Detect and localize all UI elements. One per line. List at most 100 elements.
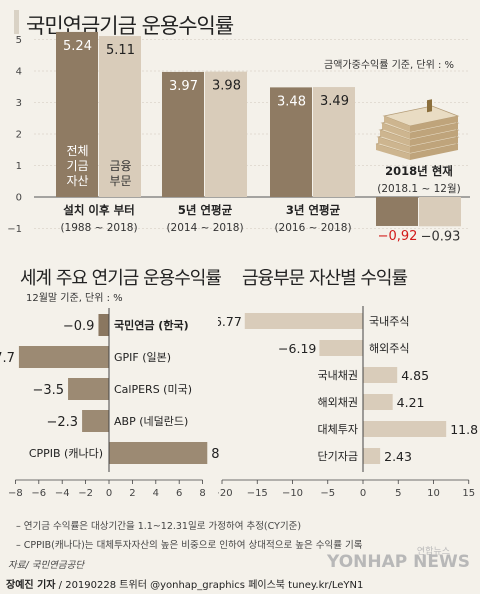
- x-tick-label: 5: [395, 488, 401, 499]
- x-tick-label: −20: [218, 488, 233, 499]
- yonhap-logo: YONHAP NEWS: [327, 552, 470, 572]
- money-bundle-side: [376, 144, 410, 160]
- x-tick-label: 6: [176, 488, 182, 499]
- pension-bar: [98, 314, 109, 336]
- x-tick-label: −5: [320, 488, 335, 499]
- in-bar-label: 자산: [66, 174, 88, 188]
- asset-bar: [319, 340, 363, 356]
- money-bundle-side: [384, 116, 410, 132]
- logo-small: 연합뉴스: [416, 547, 450, 557]
- bar-fund-total: [270, 87, 312, 197]
- data-label: 3.97: [169, 79, 198, 94]
- source-note: 자료/ 국민연금공단: [8, 560, 85, 571]
- bar-financial: [419, 197, 461, 227]
- y-tick-label: 4: [16, 67, 22, 78]
- money-bundle-side: [380, 130, 410, 146]
- asset-value-label: 4.85: [401, 368, 429, 383]
- pension-funds-title: 세계 주요 연기금 운용수익률: [20, 268, 222, 289]
- x-tick-label: −8: [8, 488, 23, 499]
- bar-fund-total: [162, 71, 204, 197]
- x-tick-label: −15: [247, 488, 268, 499]
- money-stack-icon: [375, 99, 460, 160]
- pension-bar: [82, 410, 109, 432]
- pension-fund-label: GPIF (일본): [114, 350, 171, 364]
- bar-financial: [205, 71, 247, 197]
- y-tick-label: −1: [7, 224, 22, 235]
- asset-value-label: 11.80: [450, 422, 478, 437]
- money-band: [427, 99, 432, 113]
- title-accent-bar: [14, 10, 19, 34]
- asset-category-label: 국내채권: [318, 369, 358, 382]
- y-tick-label: 2: [16, 130, 22, 141]
- footnotes: – 연기금 수익률은 대상기간을 1.1~12.31일로 가정하여 추정(CY기…: [16, 517, 362, 555]
- asset-category-label: 대체투자: [318, 423, 358, 436]
- group-period: (2018.1 ~ 12월): [377, 183, 460, 195]
- footnote-1: – 연기금 수익률은 대상기간을 1.1~12.31일로 가정하여 추정(CY기…: [16, 521, 302, 532]
- asset-value-label: −16.77: [218, 314, 242, 329]
- data-label: −0.93: [421, 229, 461, 244]
- asset-bar: [244, 313, 363, 329]
- y-tick-label: 0: [16, 193, 22, 204]
- pension-value-label: −3.5: [32, 383, 64, 398]
- asset-value-label: 4.21: [397, 395, 425, 410]
- money-bundle-side: [378, 137, 410, 153]
- y-tick-label: 3: [16, 98, 22, 109]
- pension-fund-label: CalPERS (미국): [114, 383, 192, 396]
- group-label: 설치 이후 부터: [63, 203, 135, 217]
- credit-line: 장예진 기자 / 20190228 트위터 @yonhap_graphics 페…: [6, 576, 363, 591]
- x-tick-label: 2: [129, 488, 135, 499]
- asset-value-label: −6.19: [278, 341, 316, 356]
- data-label: 3.49: [320, 94, 349, 109]
- money-bundle-front: [410, 130, 458, 146]
- x-tick-label: 8: [199, 488, 205, 499]
- bar-financial: [99, 36, 141, 197]
- group-label: 2018년 현재: [385, 164, 453, 178]
- x-tick-label: 15: [462, 488, 475, 499]
- x-tick-label: 0: [106, 488, 112, 499]
- pension-bar: [109, 442, 208, 464]
- pension-funds-chart: −0.9 국민연금 (한국) −7.7 GPIF (일본) −3.5 CalPERS (미…: [0, 308, 220, 499]
- asset-returns-title: 금융부문 자산별 수익률: [242, 268, 408, 289]
- bar-fund-total: [376, 197, 418, 226]
- asset-bar: [363, 421, 447, 437]
- money-bundle-side: [382, 123, 410, 139]
- asset-category-label: 국내주식: [369, 315, 409, 328]
- pension-value-label: −0.9: [63, 319, 95, 334]
- credit-rest: / 20190228 트위터 @yonhap_graphics 페이스북 tun…: [55, 580, 364, 591]
- data-label: 3.98: [212, 79, 241, 94]
- asset-bar: [363, 367, 398, 383]
- group-period: (2014 ~ 2018): [166, 222, 243, 234]
- unit-note: 금액가중수익률 기준, 단위 : %: [324, 60, 454, 71]
- pension-funds-note: 12월말 기준, 단위 : %: [26, 293, 123, 304]
- pension-value-label: −2.3: [47, 415, 79, 430]
- money-bundle-front: [410, 116, 458, 132]
- asset-category-label: 해외채권: [318, 395, 358, 409]
- group-period: (2016 ~ 2018): [274, 222, 351, 234]
- group-period: (1988 ~ 2018): [60, 222, 137, 234]
- x-tick-label: −6: [31, 488, 46, 499]
- pension-bar: [18, 346, 109, 368]
- data-label: 3.48: [277, 94, 306, 109]
- data-label: 5.11: [106, 43, 135, 58]
- group-label: 3년 연평균: [286, 203, 341, 217]
- asset-category-label: 해외주식: [369, 341, 409, 355]
- pension-value-label: 8.4: [211, 447, 220, 462]
- y-tick-label: 1: [16, 161, 22, 172]
- pension-fund-label: 국민연금 (한국): [114, 318, 189, 332]
- in-bar-label: 금융: [109, 159, 131, 173]
- money-bundle-front: [410, 137, 458, 153]
- x-tick-label: 4: [153, 488, 159, 499]
- y-tick-label: 5: [16, 35, 22, 46]
- pension-fund-label: ABP (네덜란드): [114, 415, 188, 428]
- x-tick-label: −4: [55, 488, 70, 499]
- asset-bar: [363, 394, 393, 410]
- in-bar-label: 기금: [66, 159, 88, 173]
- data-label: −0,92: [378, 229, 418, 244]
- asset-bar: [363, 448, 381, 464]
- bar-fund-total: [56, 31, 98, 197]
- x-tick-label: −2: [78, 488, 93, 499]
- money-bundle-front: [410, 144, 458, 160]
- bar-financial: [313, 87, 355, 197]
